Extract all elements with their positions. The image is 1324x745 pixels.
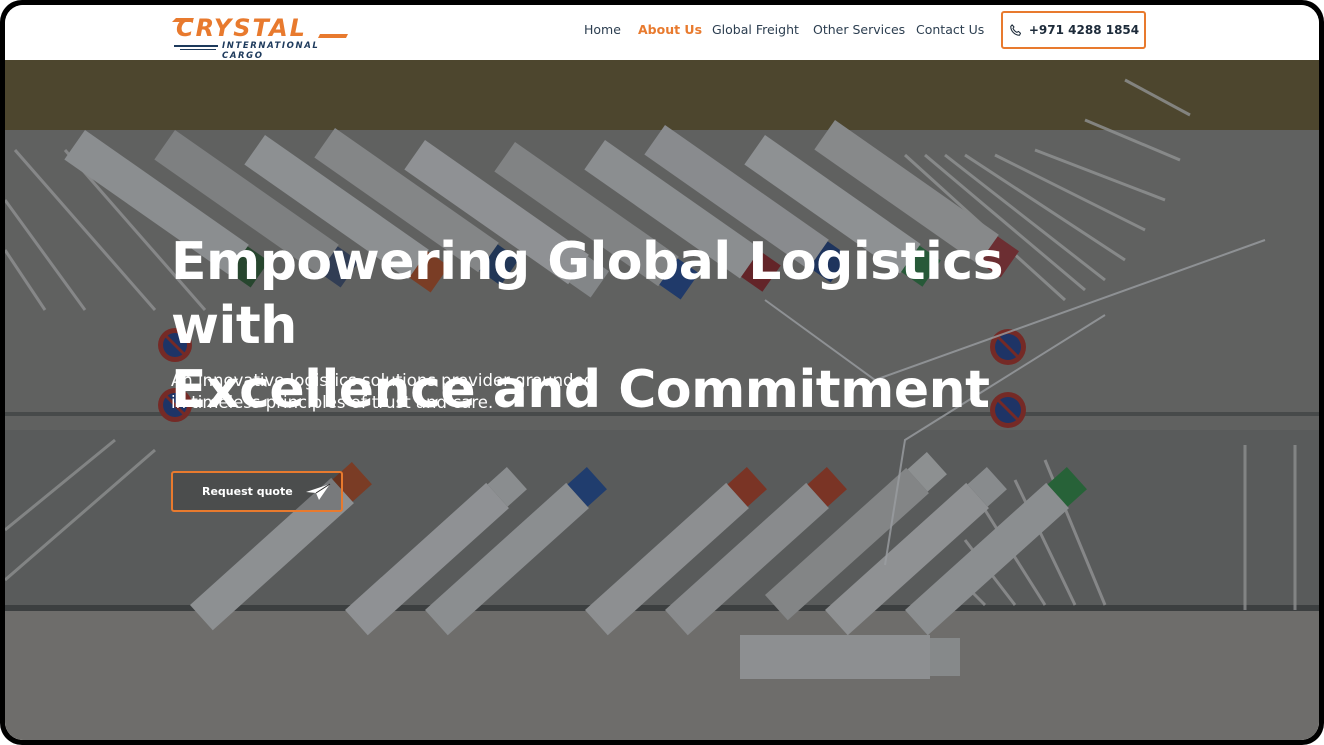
hero-subtitle-line-1: An innovative logistics solutions provid… [171,371,595,390]
hero-background-aerial-trucks [5,60,1319,740]
request-quote-label: Request quote [202,485,293,498]
logo-underline-short [180,49,216,50]
brand-tagline: INTERNATIONAL CARGO [222,41,320,61]
crystal-logo-wordmark: CRYSTAL [172,14,348,40]
hero-section: Empowering Global Logistics with Excelle… [5,60,1319,740]
nav-contact-us[interactable]: Contact Us [916,22,985,37]
brand-logo[interactable]: CRYSTAL INTERNATIONAL CARGO [170,12,350,61]
nav-home[interactable]: Home [584,22,621,37]
paper-plane-icon [305,483,330,500]
browser-viewport: CRYSTAL INTERNATIONAL CARGO Home About U… [5,5,1319,740]
request-quote-button[interactable]: Request quote [171,471,343,512]
phone-icon [1010,23,1021,36]
nav-global-freight[interactable]: Global Freight [712,22,799,37]
hero-title-line-1: Empowering Global Logistics with [171,232,1004,356]
hero-title: Empowering Global Logistics with Excelle… [171,230,1071,422]
hero-subtitle-line-2: in timeless principles of trust and care… [171,393,494,412]
svg-text:CRYSTAL: CRYSTAL [176,14,307,40]
logo-underline [174,45,218,47]
nav-about-us[interactable]: About Us [638,22,703,37]
phone-number: +971 4288 1854 [1028,23,1140,37]
site-header: CRYSTAL INTERNATIONAL CARGO Home About U… [5,5,1319,61]
hero-title-line-2: Excellence and Commitment [171,360,990,420]
nav-other-services[interactable]: Other Services [813,22,906,37]
hero-dark-overlay [5,60,1319,740]
hero-subtitle: An innovative logistics solutions provid… [171,370,611,414]
phone-button[interactable]: +971 4288 1854 [1001,11,1146,49]
